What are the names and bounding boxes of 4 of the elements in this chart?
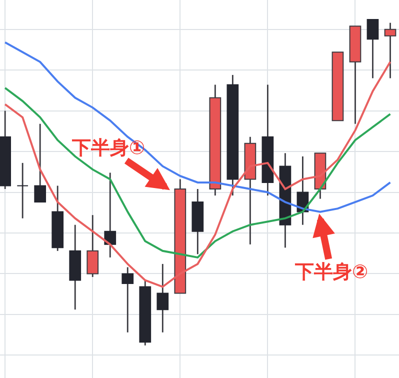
candlestick [16, 162, 29, 218]
candlestick [122, 267, 134, 332]
annotation: 下半身② [294, 261, 368, 283]
annotation: 下半身① [71, 137, 146, 159]
